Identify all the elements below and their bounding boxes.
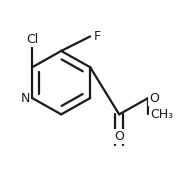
Text: Cl: Cl — [26, 33, 38, 46]
Text: O: O — [114, 130, 124, 143]
Text: CH₃: CH₃ — [150, 108, 173, 121]
Text: N: N — [21, 91, 30, 104]
Text: O: O — [149, 91, 159, 104]
Text: F: F — [94, 30, 101, 43]
